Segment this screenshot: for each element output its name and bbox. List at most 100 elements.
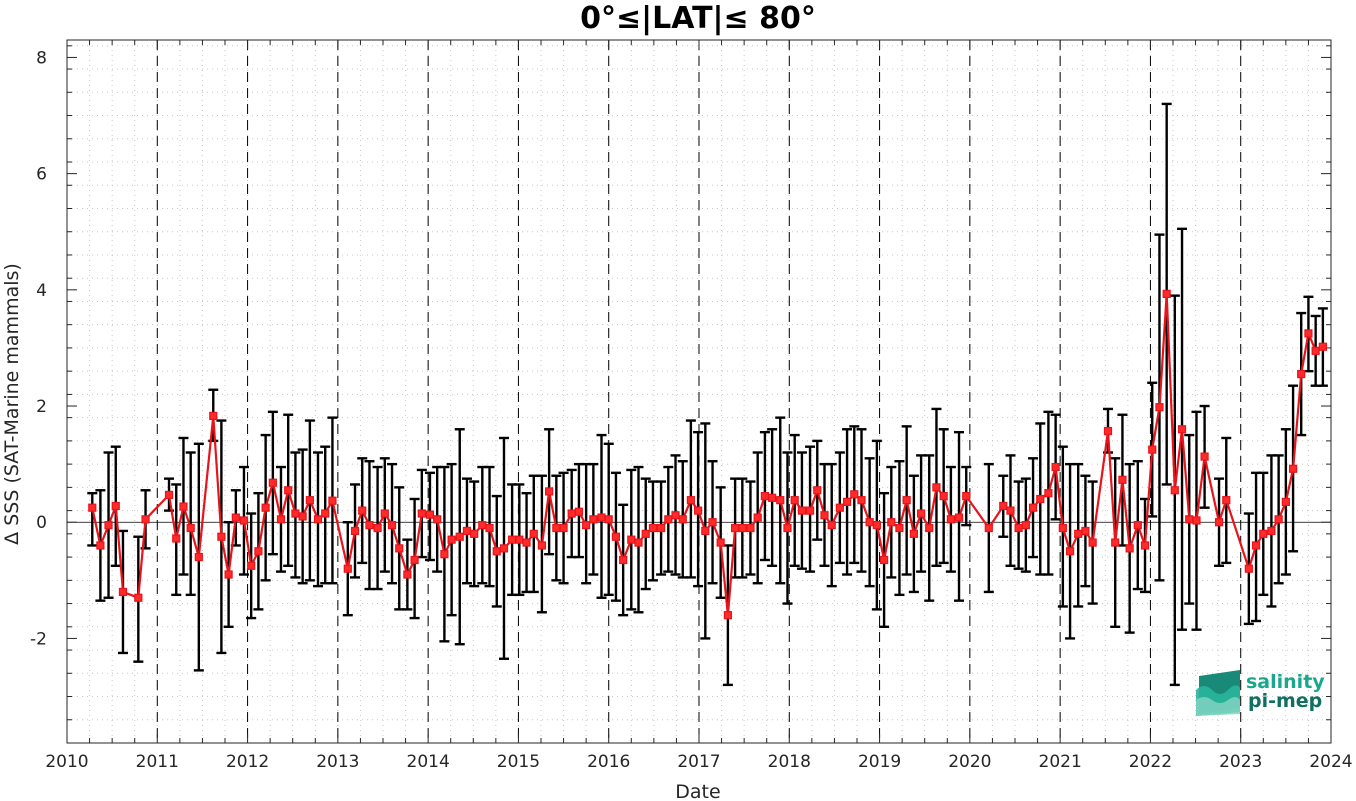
data-point (1288, 464, 1298, 473)
data-point (1051, 462, 1060, 472)
data-point (678, 515, 687, 524)
data-point (284, 486, 293, 495)
series-line (91, 292, 1324, 617)
logo-line1: salinity (1246, 671, 1325, 693)
data-point (984, 523, 993, 533)
data-point (962, 491, 971, 501)
data-point (760, 491, 770, 501)
data-point (410, 555, 419, 565)
data-point (589, 515, 598, 524)
wave-logo-icon (1196, 670, 1240, 716)
y-tick-label: 0 (36, 513, 47, 533)
x-tick-label: 2018 (768, 752, 811, 772)
data-point (239, 516, 249, 525)
data-point (1311, 346, 1320, 355)
data-point (552, 523, 561, 533)
data-point (939, 491, 948, 501)
x-tick-label: 2019 (858, 752, 901, 772)
data-point (567, 509, 576, 518)
data-point (254, 547, 263, 556)
x-tick-label: 2017 (677, 752, 720, 772)
data-point (328, 496, 337, 505)
data-point (1081, 526, 1090, 536)
data-point (671, 511, 680, 520)
data-point (380, 509, 389, 518)
data-point (902, 496, 911, 505)
data-point (1222, 496, 1231, 505)
data-point (604, 515, 613, 524)
data-point (999, 501, 1008, 511)
data-point (1155, 403, 1164, 412)
data-point (508, 535, 517, 544)
data-point (776, 496, 785, 505)
data-point (917, 509, 926, 518)
data-point (231, 513, 240, 522)
data-point (1214, 518, 1224, 527)
data-point (164, 490, 174, 500)
data-point (1014, 523, 1023, 533)
data-point (1103, 426, 1113, 436)
data-point (313, 515, 323, 524)
data-point (954, 513, 964, 522)
data-point (925, 523, 934, 533)
data-point (387, 521, 397, 530)
data-point (470, 529, 479, 538)
data-point (321, 509, 330, 518)
data-point (1274, 515, 1283, 524)
data-point (664, 515, 673, 524)
tick-labels: 2010 2011 2012 2013 2014 2015 2016 2017 2018 2019… (30, 48, 1353, 772)
data-point (298, 512, 307, 521)
data-point (268, 478, 277, 487)
data-point (597, 513, 606, 522)
data-point (1304, 329, 1313, 338)
data-point (857, 496, 866, 505)
data-point (723, 611, 732, 620)
data-point (611, 532, 621, 541)
data-point (708, 518, 717, 527)
data-point (433, 515, 442, 524)
data-point (1118, 475, 1127, 484)
data-point (365, 521, 374, 530)
data-point (1028, 503, 1038, 512)
data-point (656, 523, 666, 533)
data-point (350, 526, 360, 536)
data-point (194, 552, 203, 562)
data-point (261, 503, 270, 512)
x-tick-label: 2011 (136, 752, 179, 772)
data-point (1065, 547, 1075, 556)
data-point (641, 529, 650, 538)
x-tick-label: 2020 (948, 752, 991, 772)
data-point (634, 538, 643, 547)
x-tick-label: 2022 (1129, 752, 1172, 772)
data-point (619, 555, 628, 565)
data-point (582, 521, 591, 530)
data-point (1021, 521, 1030, 530)
data-point (738, 523, 747, 533)
data-point (343, 564, 352, 573)
data-point (872, 521, 881, 530)
data-point (887, 518, 896, 527)
data-point (172, 534, 181, 543)
data-point (209, 411, 218, 421)
data-point (545, 487, 554, 496)
chart-title: 0°≤|LAT|≤ 80° (580, 1, 816, 36)
data-point (648, 523, 658, 533)
data-point (96, 541, 105, 550)
data-point (247, 561, 256, 570)
data-point (141, 515, 150, 524)
data-point (1185, 515, 1194, 524)
data-point (1318, 342, 1327, 351)
data-point (1006, 506, 1015, 515)
x-tick-label: 2010 (45, 752, 88, 772)
data-point (805, 506, 815, 515)
data-point (820, 511, 829, 520)
data-point (455, 532, 464, 541)
x-tick-label: 2014 (407, 752, 450, 772)
data-point (373, 523, 382, 533)
data-point (1074, 529, 1083, 538)
data-point (291, 509, 300, 518)
data-point (1281, 497, 1290, 506)
data-point (835, 503, 844, 512)
x-tick-label: 2012 (226, 752, 269, 772)
